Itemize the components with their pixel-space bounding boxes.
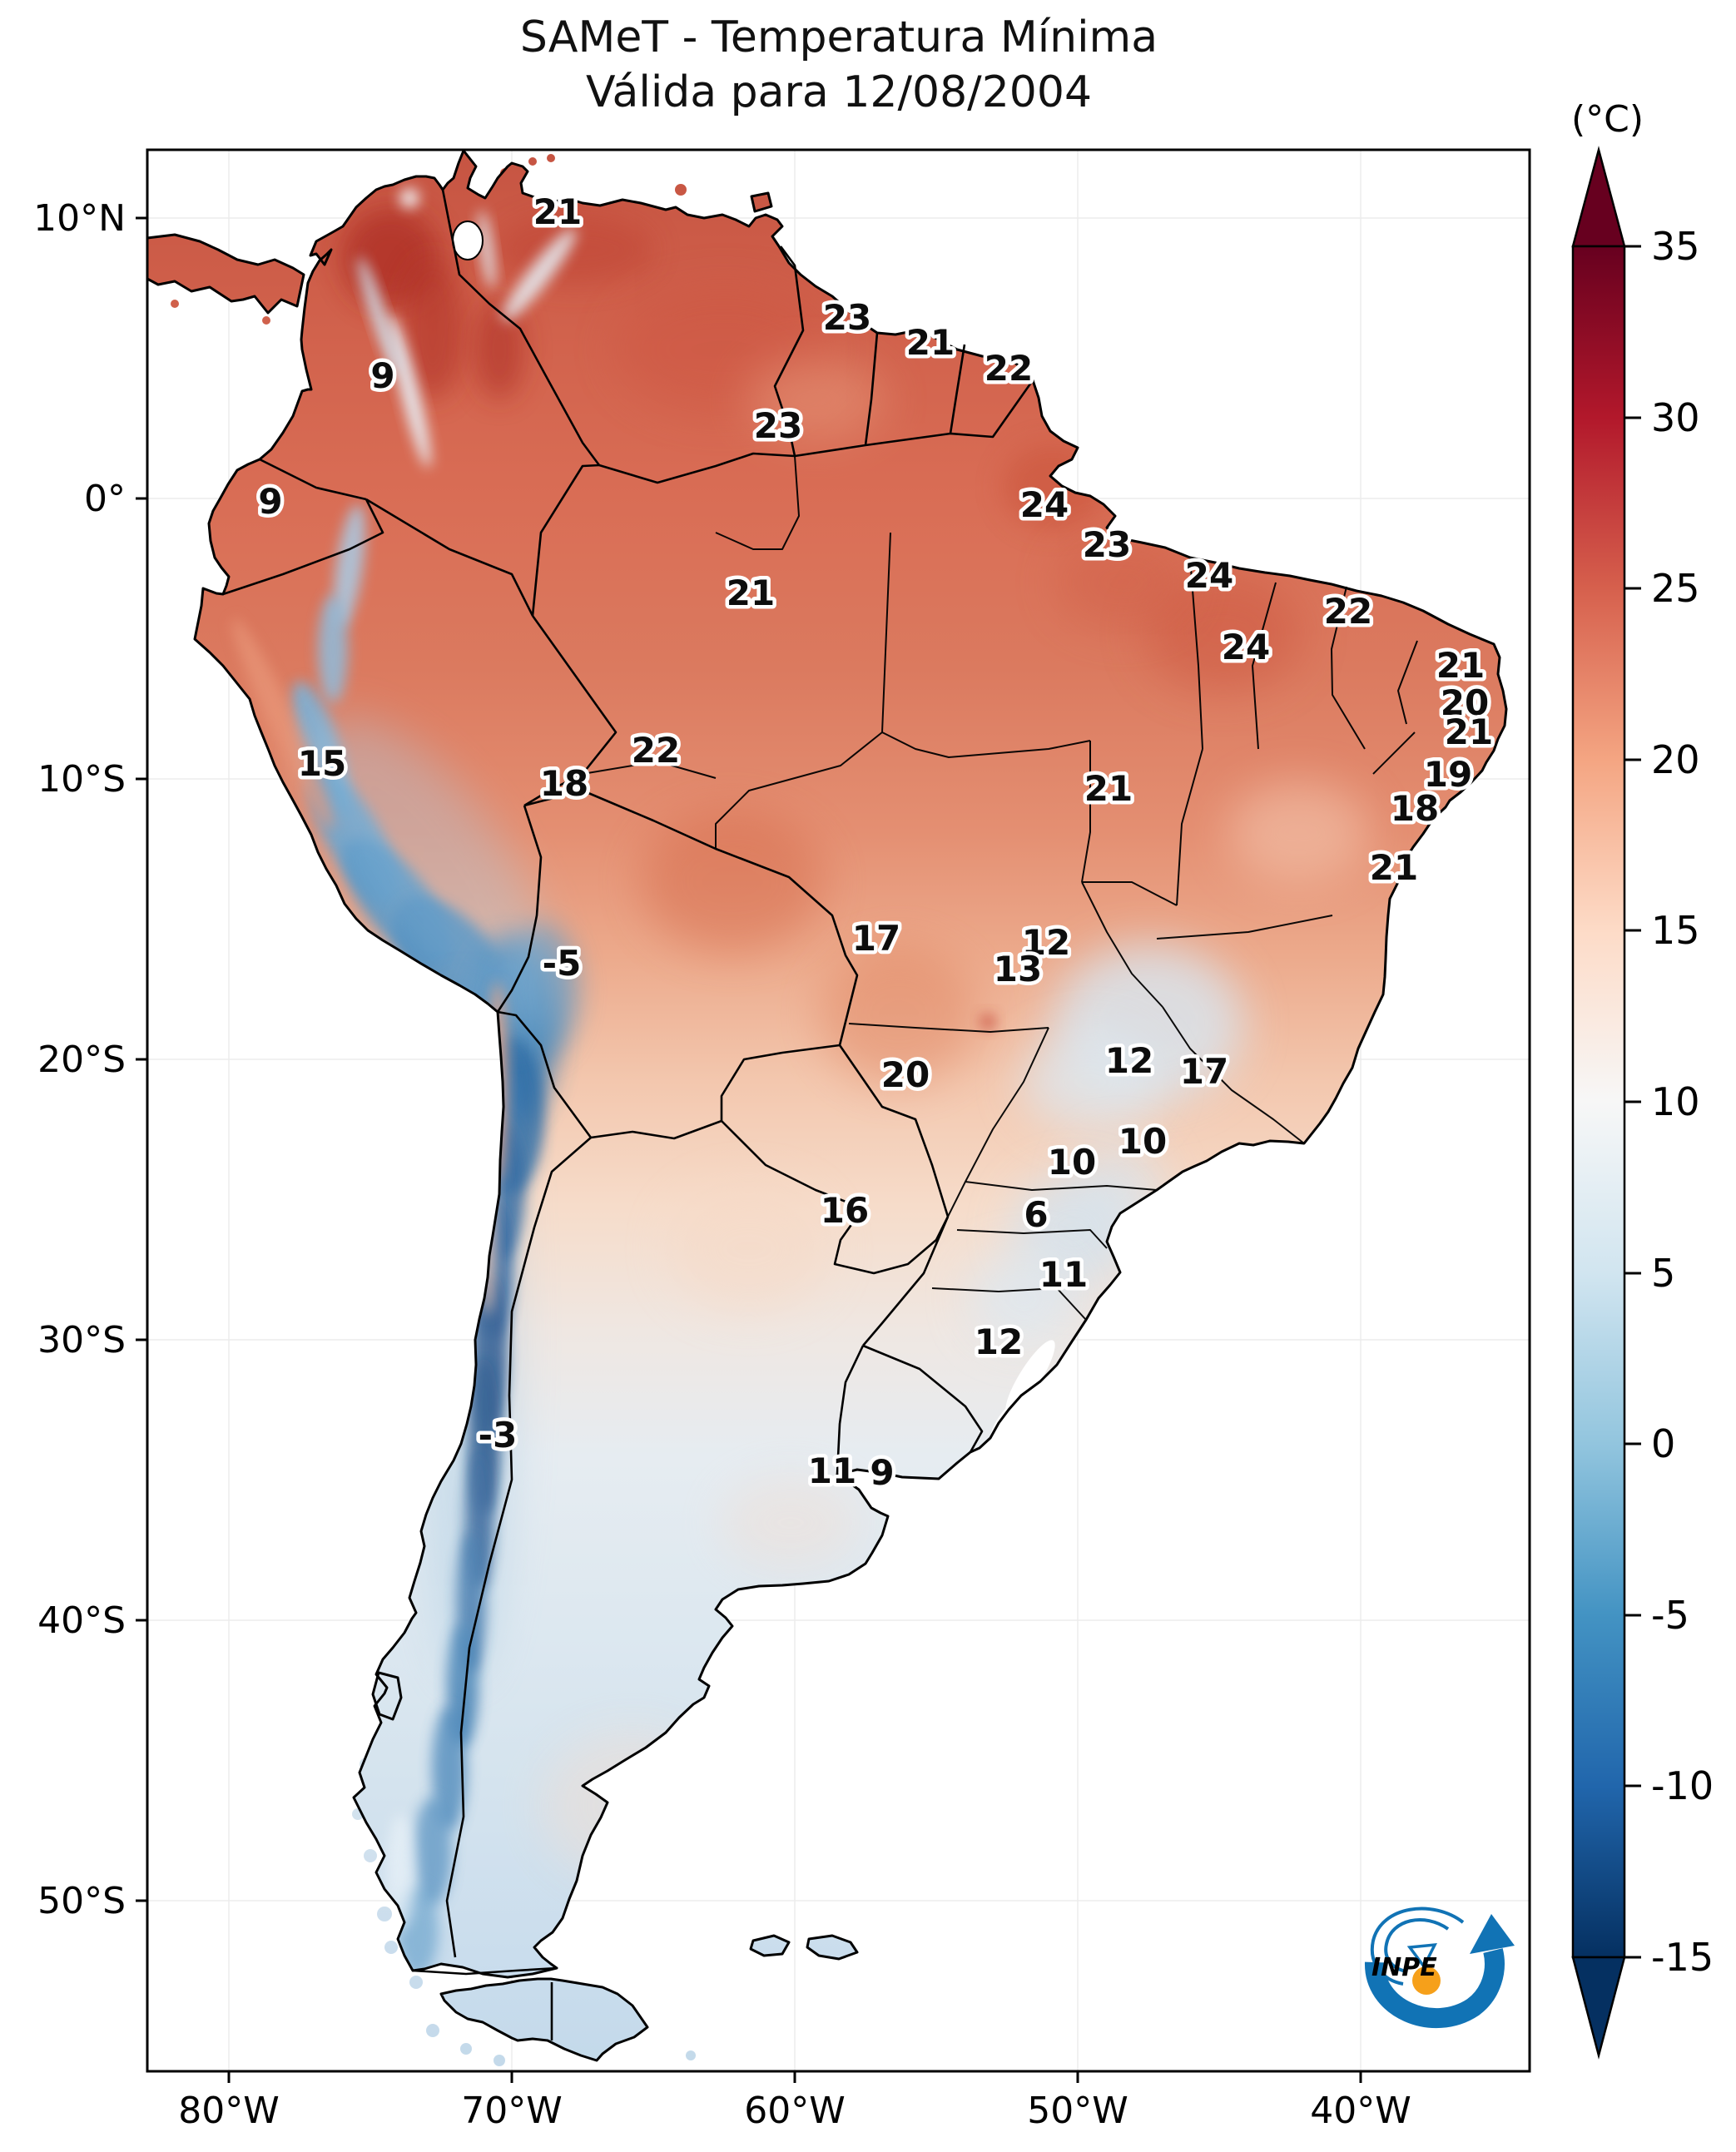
lat-tick-label: 0° <box>84 478 126 520</box>
inpe-logo: INPE <box>1365 1907 1515 2029</box>
temp-label: 10 <box>1048 1142 1096 1183</box>
colorbar-tick-label: 25 <box>1651 566 1700 611</box>
temp-label: 18 <box>1391 788 1439 829</box>
temp-label: 19 <box>1424 754 1472 795</box>
temp-label: 23 <box>754 405 802 446</box>
latitude-axis: 10°N 0° 10°S 20°S 30°S 40°S 50°S <box>33 197 147 1922</box>
temp-label: 21 <box>906 322 955 363</box>
temp-label: 23 <box>1083 524 1131 565</box>
colorbar-tick-label: 5 <box>1651 1251 1675 1296</box>
inpe-logo-orange-dot <box>1412 1966 1441 1995</box>
temp-label: 12 <box>975 1321 1023 1362</box>
colorbar-tick-label: 20 <box>1651 737 1700 782</box>
temp-label: 21 <box>727 573 775 613</box>
temp-label: 17 <box>1180 1051 1228 1092</box>
temp-label: 20 <box>881 1054 930 1095</box>
temp-label: 21 <box>533 191 582 232</box>
temp-label: 9 <box>258 481 282 522</box>
colorbar-upper-arrow <box>1571 146 1626 248</box>
lon-tick-label: 70°W <box>461 2090 563 2132</box>
lat-tick-label: 10°S <box>37 758 126 801</box>
temp-label: 18 <box>540 763 588 804</box>
temp-label: 23 <box>823 297 871 338</box>
inpe-logo-swoosh-outer <box>1370 1907 1465 1986</box>
temp-label: 11 <box>1039 1254 1088 1295</box>
temp-label: 24 <box>1222 627 1270 667</box>
temp-label: 16 <box>821 1190 869 1231</box>
temp-label: 21 <box>1370 847 1418 888</box>
temp-label: -3 <box>479 1415 518 1455</box>
colorbar-tick-label: -5 <box>1651 1593 1689 1638</box>
temp-label: 9 <box>870 1452 894 1493</box>
inpe-logo-swoosh-inner <box>1384 1918 1450 1973</box>
title-line-2: Válida para 12/08/2004 <box>586 67 1092 117</box>
colorbar: (°C) 35 30 25 20 15 10 5 0 -5 -10 -15 <box>1571 98 1714 2060</box>
temp-label: 21 <box>1436 645 1485 686</box>
lon-tick-label: 40°W <box>1310 2090 1411 2132</box>
colorbar-tick-label: 30 <box>1651 395 1700 440</box>
temp-label: 24 <box>1020 484 1069 525</box>
temp-label: 12 <box>1105 1040 1153 1081</box>
colorbar-tick-label: -10 <box>1651 1763 1714 1808</box>
lon-tick-label: 60°W <box>744 2090 846 2132</box>
lat-tick-label: 20°S <box>37 1039 126 1081</box>
colorbar-tick-label: -15 <box>1651 1935 1714 1980</box>
temp-label: 21 <box>1445 712 1493 752</box>
temp-label: 22 <box>1324 591 1372 632</box>
temp-label: 24 <box>1185 555 1233 596</box>
lagoa-dos-patos <box>1005 1340 1055 1415</box>
colorbar-tick-label: 35 <box>1651 224 1700 269</box>
temp-label: 21 <box>1084 768 1133 809</box>
colorbar-gradient-bar <box>1571 245 1626 1959</box>
lat-tick-label: 30°S <box>37 1319 126 1361</box>
lat-tick-label: 40°S <box>37 1599 126 1642</box>
temp-label: 10 <box>1118 1121 1167 1162</box>
colorbar-unit: (°C) <box>1571 98 1644 141</box>
inpe-logo-arrow-curve <box>1365 1948 1505 2029</box>
inpe-logo-text: INPE <box>1371 1953 1437 1982</box>
inpe-logo-arrowhead <box>1470 1914 1515 1954</box>
temp-label: 22 <box>985 348 1033 389</box>
temp-label: 13 <box>994 949 1042 989</box>
lon-tick-label: 50°W <box>1027 2090 1128 2132</box>
lat-tick-label: 10°N <box>33 197 126 240</box>
temp-label: 11 <box>808 1450 856 1491</box>
colorbar-lower-arrow <box>1571 1956 1626 2060</box>
state-borders <box>582 455 1418 1321</box>
lake-maracaibo <box>452 221 484 260</box>
temp-label: 17 <box>852 918 900 959</box>
temp-label: 12 <box>1022 922 1070 963</box>
temp-label: 15 <box>298 743 346 784</box>
temp-label: 22 <box>632 730 680 771</box>
colorbar-ticks: 35 30 25 20 15 10 5 0 -5 -10 -15 <box>1624 224 1714 1980</box>
title-line-1: SAMeT - Temperatura Mínima <box>520 12 1158 62</box>
colorbar-tick-label: 0 <box>1651 1421 1675 1466</box>
lakes <box>452 221 1055 1445</box>
lat-tick-label: 50°S <box>37 1880 126 1922</box>
lagoa-mirim <box>989 1404 1017 1445</box>
colorbar-tick-label: 10 <box>1651 1079 1700 1124</box>
map-frame <box>146 148 1531 2073</box>
colorbar-tick-label: 15 <box>1651 908 1700 953</box>
temp-label: -5 <box>543 943 582 984</box>
temp-label: 6 <box>1024 1194 1048 1235</box>
temp-label: 9 <box>370 355 394 396</box>
longitude-axis: 80°W 70°W 60°W 50°W 40°W <box>178 2071 1411 2132</box>
temp-label: 20 <box>1441 682 1489 723</box>
lon-tick-label: 80°W <box>178 2090 280 2132</box>
inpe-logo-hollow-arrow <box>1406 1942 1437 1970</box>
